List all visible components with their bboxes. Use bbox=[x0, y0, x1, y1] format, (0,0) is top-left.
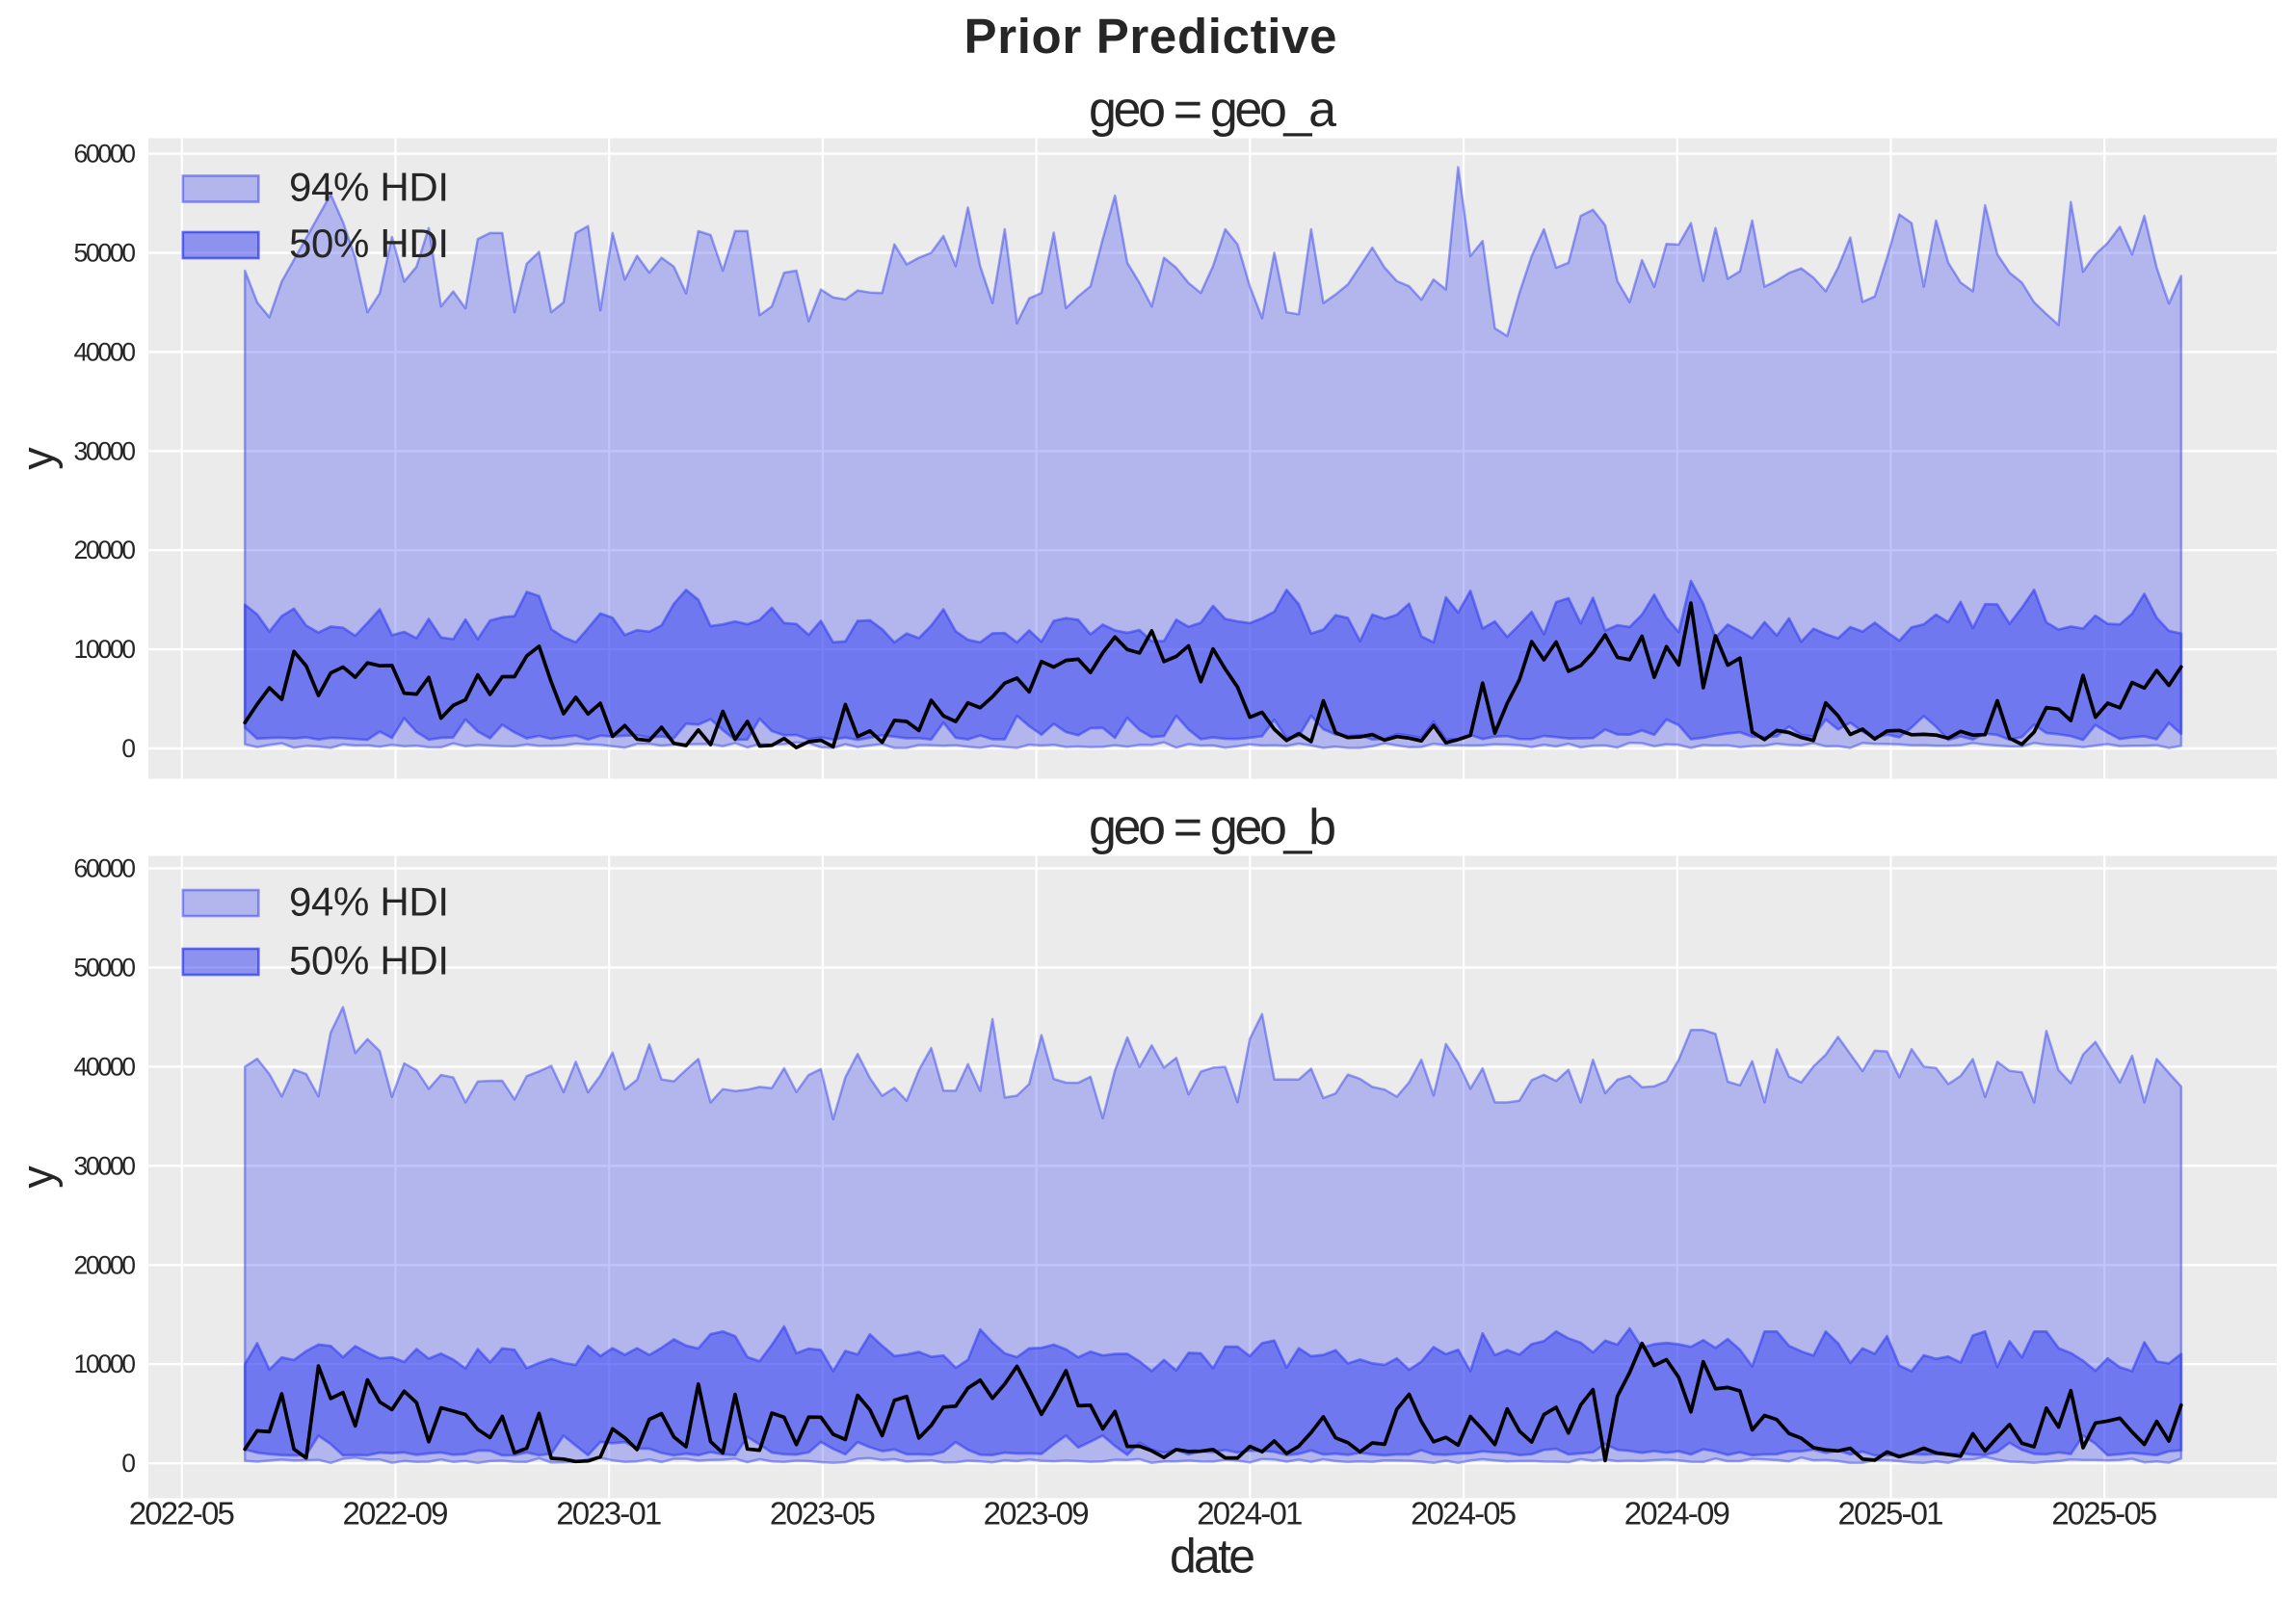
svg-text:y: y bbox=[12, 447, 63, 470]
svg-text:2025-01: 2025-01 bbox=[1838, 1496, 1944, 1532]
svg-text:60000: 60000 bbox=[74, 140, 137, 169]
svg-text:0: 0 bbox=[121, 1449, 136, 1478]
svg-text:94% HDI: 94% HDI bbox=[289, 165, 449, 210]
svg-text:10000: 10000 bbox=[74, 1349, 137, 1378]
svg-text:2023-05: 2023-05 bbox=[770, 1496, 876, 1532]
svg-text:2022-05: 2022-05 bbox=[129, 1496, 235, 1532]
svg-text:geo = geo_a: geo = geo_a bbox=[1089, 82, 1336, 138]
svg-text:2024-09: 2024-09 bbox=[1624, 1496, 1730, 1532]
svg-text:50% HDI: 50% HDI bbox=[289, 221, 449, 266]
svg-text:2024-01: 2024-01 bbox=[1197, 1496, 1303, 1532]
svg-text:Prior Predictive: Prior Predictive bbox=[964, 9, 1337, 64]
svg-text:2025-05: 2025-05 bbox=[2051, 1496, 2157, 1532]
svg-text:geo = geo_b: geo = geo_b bbox=[1089, 799, 1336, 855]
svg-text:40000: 40000 bbox=[74, 1052, 137, 1081]
svg-text:date: date bbox=[1170, 1530, 1255, 1584]
svg-text:10000: 10000 bbox=[74, 635, 137, 664]
svg-text:60000: 60000 bbox=[74, 854, 137, 883]
svg-text:94% HDI: 94% HDI bbox=[289, 879, 449, 925]
svg-text:2022-09: 2022-09 bbox=[343, 1496, 449, 1532]
svg-text:20000: 20000 bbox=[74, 1250, 137, 1279]
svg-text:50000: 50000 bbox=[74, 954, 137, 982]
svg-text:20000: 20000 bbox=[74, 536, 137, 564]
svg-text:30000: 30000 bbox=[74, 1151, 137, 1180]
svg-text:2023-09: 2023-09 bbox=[984, 1496, 1090, 1532]
svg-text:50000: 50000 bbox=[74, 239, 137, 268]
svg-text:0: 0 bbox=[121, 734, 136, 763]
svg-text:40000: 40000 bbox=[74, 337, 137, 366]
svg-text:y: y bbox=[12, 1166, 63, 1189]
svg-text:2024-05: 2024-05 bbox=[1411, 1496, 1517, 1532]
svg-text:50% HDI: 50% HDI bbox=[289, 938, 449, 983]
svg-text:2023-01: 2023-01 bbox=[556, 1496, 662, 1532]
svg-text:30000: 30000 bbox=[74, 436, 137, 465]
